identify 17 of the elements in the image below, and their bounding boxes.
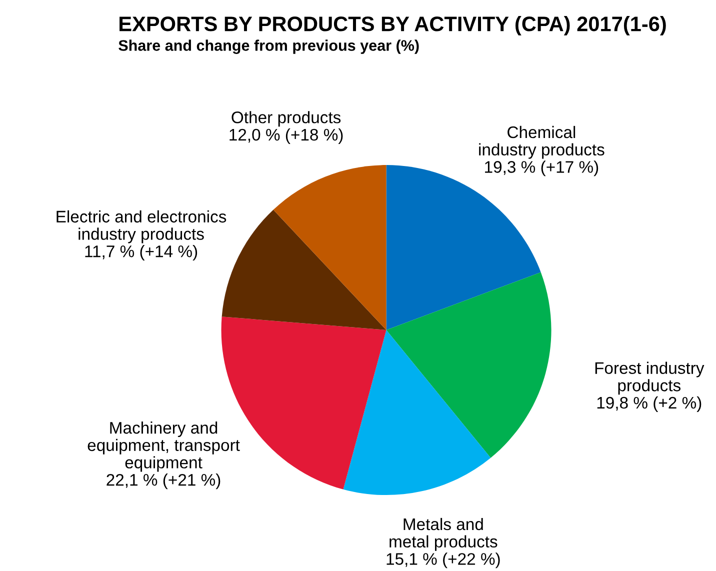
pie-slice — [386, 272, 552, 458]
slice-label: Other products — [232, 111, 341, 127]
chart-subtitle: Share and change from previous year (%) — [118, 40, 419, 54]
slice-label: Metals and metal products — [390, 518, 498, 551]
pie-slice — [343, 330, 491, 496]
slice-label: Forest industry products — [595, 362, 704, 395]
data-label: 22,1 % (+21 %) — [106, 474, 220, 490]
slice-label: Chemical industry products — [479, 126, 604, 159]
data-label: 12,0 % (+18 %) — [230, 128, 343, 144]
data-label: 19,3 % (+17 %) — [485, 160, 598, 176]
pie-slice — [273, 165, 386, 330]
data-label: 19,8 % (+2 %) — [597, 396, 702, 412]
slice-label: Machinery and equipment, transport equipment — [88, 422, 240, 472]
data-label: 11,7 % (+14 %) — [85, 245, 198, 261]
slice-label: Electric and electronics industry products — [56, 210, 226, 244]
chart-title: EXPORTS BY PRODUCTS BY ACTIVITY (CPA) 2017(1-6) — [120, 16, 666, 36]
data-label: 15,1 % (+22 %) — [386, 552, 500, 568]
